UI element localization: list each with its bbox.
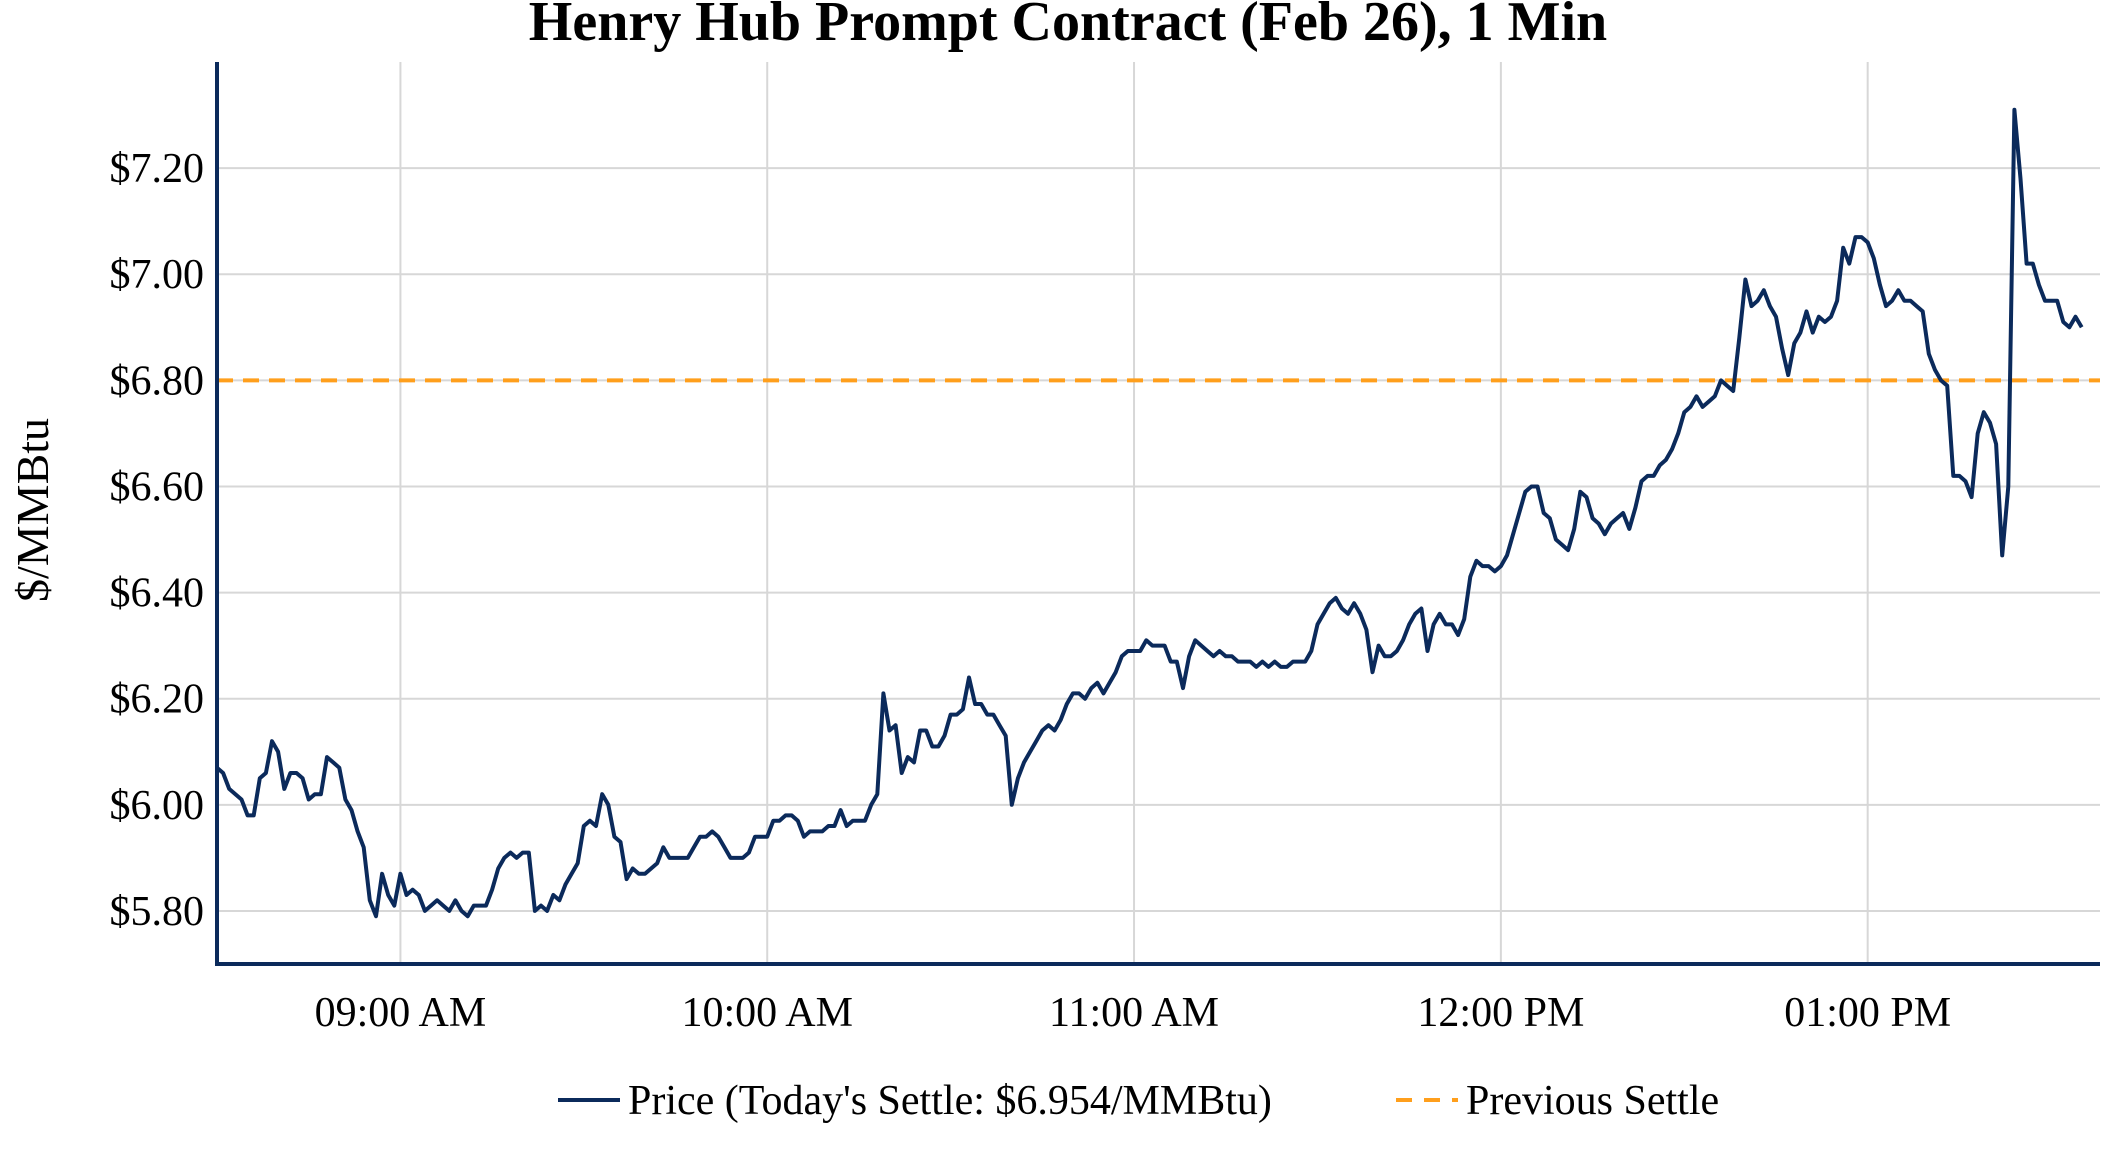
y-tick-label: $6.60 <box>110 464 205 510</box>
y-tick-label: $6.80 <box>110 358 205 404</box>
legend: Price (Today's Settle: $6.954/MMBtu) Pre… <box>558 1078 1719 1124</box>
grid-lines <box>217 62 2100 964</box>
price-series-line <box>215 107 2084 919</box>
x-tick-label: 09:00 AM <box>315 990 487 1036</box>
x-tick-label: 11:00 AM <box>1049 990 1219 1036</box>
x-tick-label: 01:00 PM <box>1784 990 1951 1036</box>
x-tick-label: 12:00 PM <box>1417 990 1584 1036</box>
y-tick-label: $7.00 <box>110 252 205 298</box>
y-tick-label: $6.40 <box>110 571 205 617</box>
x-tick-label: 10:00 AM <box>681 990 853 1036</box>
y-tick-label: $6.00 <box>110 783 205 829</box>
legend-price-label: Price (Today's Settle: $6.954/MMBtu) <box>628 1078 1272 1124</box>
legend-previous-settle-label: Previous Settle <box>1466 1078 1719 1124</box>
y-tick-label: $6.20 <box>110 677 205 723</box>
tick-labels: $5.80 $6.00 $6.20 $6.40 $6.60 $6.80 $7.00 $7.20… <box>110 146 1952 1036</box>
chart-title: Henry Hub Prompt Contract (Feb 26), 1 Mi… <box>529 0 1607 53</box>
y-tick-label: $7.20 <box>110 146 205 192</box>
axes <box>215 62 2100 966</box>
y-tick-label: $5.80 <box>110 889 205 935</box>
y-axis-label: $/MMBtu <box>7 418 58 602</box>
price-series-layer <box>215 107 2084 919</box>
